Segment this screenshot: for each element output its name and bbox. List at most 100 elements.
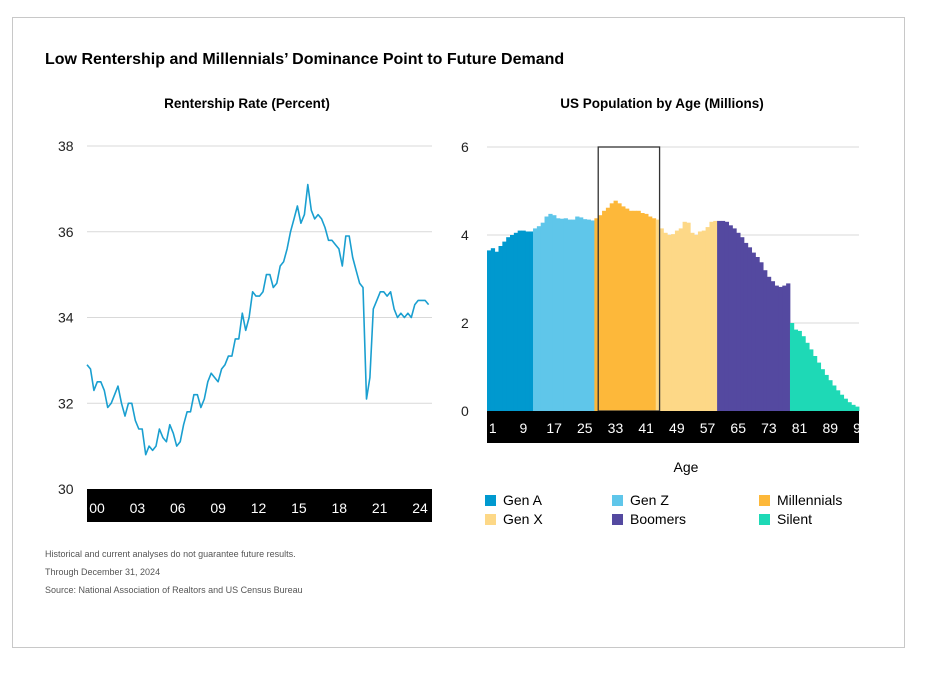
population-y-tick-label: 2 [461, 315, 469, 331]
population-bar [598, 215, 603, 411]
population-bar [659, 228, 664, 411]
rentership-series-line [86, 183, 430, 456]
legend-swatch-gen-z [612, 494, 623, 506]
rentership-x-tick-label: 06 [170, 500, 186, 516]
population-bar [732, 228, 737, 411]
legend-label-gen-z: Gen Z [630, 492, 669, 508]
population-bar [552, 215, 557, 411]
population-bar [487, 250, 492, 411]
population-bar [740, 237, 745, 411]
population-bar [690, 232, 695, 411]
population-bar [759, 262, 764, 411]
chart-frame [12, 17, 905, 648]
legend-item-silent: Silent [759, 511, 812, 527]
rentership-x-tick-label: 24 [412, 500, 428, 516]
population-bar [525, 231, 530, 411]
population-bar [816, 362, 822, 411]
population-bar [770, 281, 776, 411]
legend-item-gen-z: Gen Z [612, 492, 669, 508]
rentership-x-tick-label: 12 [251, 500, 267, 516]
population-bar [632, 210, 637, 411]
legend-item-millennials: Millennials [759, 492, 842, 508]
population-bar [490, 248, 496, 411]
population-bar [786, 283, 791, 411]
rentership-y-tick-label: 36 [58, 224, 74, 240]
source-note: Source: National Association of Realtors… [45, 585, 303, 595]
population-bar [755, 257, 760, 411]
population-bar [728, 225, 733, 411]
date-note: Through December 31, 2024 [45, 567, 161, 577]
population-bar [529, 231, 534, 411]
population-bar [533, 228, 538, 411]
rentership-y-tick-label: 32 [58, 395, 74, 411]
population-x-tick-label: 1 [489, 420, 497, 436]
population-bar [644, 213, 649, 411]
population-bar [671, 234, 676, 411]
population-bar [510, 235, 515, 411]
rentership-x-tick-label: 00 [89, 500, 105, 516]
population-bar [832, 385, 837, 411]
population-x-axis-band [487, 411, 859, 443]
population-bar [851, 404, 856, 411]
population-bar [797, 330, 802, 411]
population-bar [494, 251, 499, 411]
disclaimer-note: Historical and current analyses do not g… [45, 549, 296, 559]
population-bar [674, 230, 680, 411]
legend-swatch-gen-a [485, 494, 496, 506]
population-x-tick-label: 9 [520, 420, 528, 436]
population-bar [498, 246, 503, 411]
population-bar [602, 210, 607, 411]
population-bar [536, 226, 542, 411]
population-x-tick-label: 25 [577, 420, 593, 436]
legend-label-gen-x: Gen X [503, 511, 543, 527]
population-bar [763, 270, 768, 411]
population-bar [709, 221, 714, 411]
population-bar [640, 213, 645, 411]
population-bar [820, 369, 825, 411]
population-bar [717, 220, 722, 411]
population-bar [678, 228, 683, 411]
population-bar [548, 213, 553, 411]
rentership-y-tick-label: 38 [58, 138, 74, 154]
legend-swatch-silent [759, 513, 770, 525]
population-bar [628, 210, 634, 411]
population-bar [613, 200, 618, 411]
population-bar [625, 208, 630, 411]
legend-swatch-boomers [612, 513, 623, 525]
legend-label-gen-a: Gen A [503, 492, 542, 508]
population-y-tick-label: 6 [461, 139, 469, 155]
population-bar [663, 232, 668, 411]
legend-label-millennials: Millennials [777, 492, 843, 508]
population-bar [701, 230, 706, 411]
population-bar [686, 222, 691, 411]
population-bar [812, 356, 818, 411]
population-bar [579, 217, 584, 411]
population-bar [843, 398, 848, 411]
population-bar [805, 342, 810, 411]
rentership-x-tick-label: 09 [210, 500, 226, 516]
population-bar [839, 394, 845, 411]
population-bar [793, 329, 799, 411]
population-x-tick-label: 89 [822, 420, 838, 436]
rentership-x-axis-band [87, 489, 432, 522]
population-bar [621, 206, 626, 411]
population-bar [847, 402, 852, 411]
population-y-tick-label: 0 [461, 403, 469, 419]
population-x-tick-label: 33 [608, 420, 624, 436]
rentership-x-tick-label: 15 [291, 500, 307, 516]
population-bar [506, 237, 511, 411]
population-y-tick-label: 4 [461, 227, 469, 243]
population-bar [774, 285, 779, 411]
legend-label-boomers: Boomers [630, 511, 687, 527]
population-bar [801, 336, 806, 411]
population-bar [778, 286, 783, 411]
population-bar [720, 220, 726, 411]
page-title: Low Rentership and Millennials’ Dominanc… [45, 51, 565, 68]
population-bar [736, 232, 741, 411]
population-bar [605, 207, 611, 411]
population-bar [855, 406, 860, 411]
population-bar [766, 276, 772, 411]
legend-swatch-gen-x [485, 513, 496, 525]
